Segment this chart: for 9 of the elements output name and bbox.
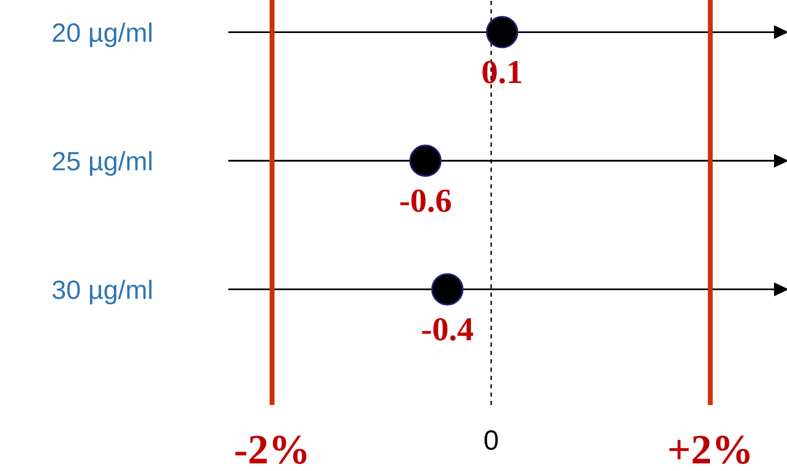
y-tick-label: 30 µg/ml	[52, 280, 152, 304]
x-tick-label: -2%	[235, 436, 306, 464]
ref-line-label: 0	[484, 430, 498, 450]
y-tick-label: 25 µg/ml	[52, 151, 152, 176]
y-tick-label: 20 µg/ml	[52, 22, 152, 48]
x-tick-label: +2%	[669, 436, 750, 464]
data-label: 0.1	[482, 60, 522, 84]
data-label: -0.6	[400, 189, 451, 212]
data-label: -0.4	[422, 318, 474, 341]
